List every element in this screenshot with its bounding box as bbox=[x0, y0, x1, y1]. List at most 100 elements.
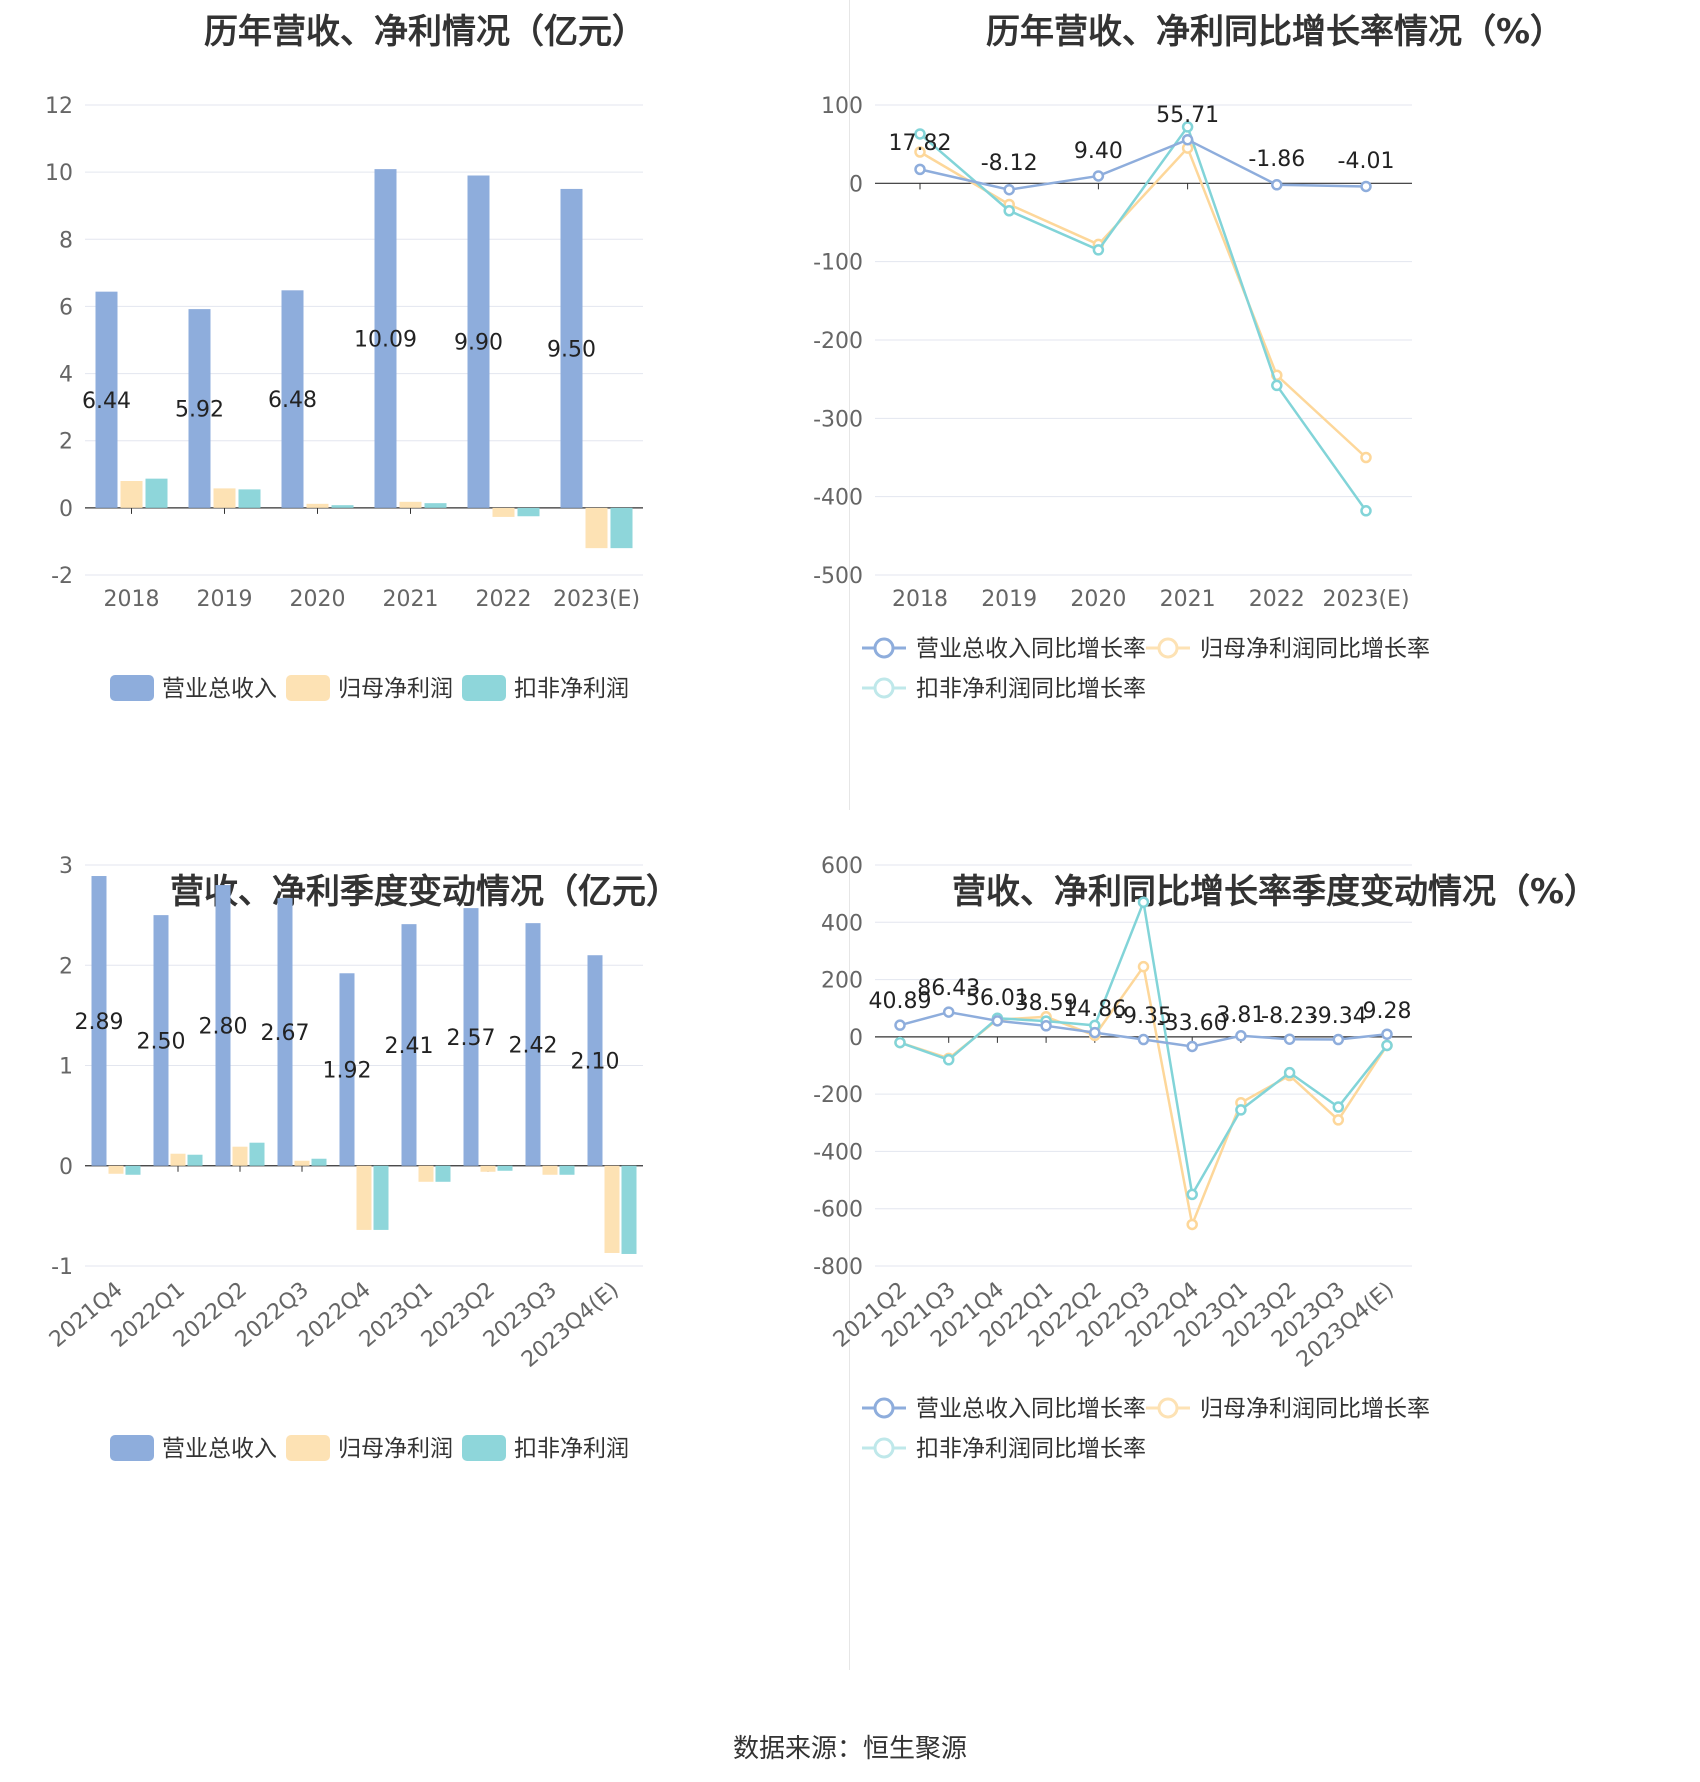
series-point bbox=[1003, 183, 1015, 196]
point-data-label: -9.35 bbox=[1115, 1004, 1172, 1029]
bar-deducted-profit bbox=[424, 503, 447, 508]
legend-label: 归母净利润同比增长率 bbox=[1200, 1396, 1430, 1422]
point-data-label: 56.01 bbox=[966, 986, 1029, 1011]
bar-data-label: 2.57 bbox=[447, 1026, 496, 1051]
y-tick-label: -100 bbox=[813, 251, 863, 276]
bar-data-label: 9.90 bbox=[454, 331, 503, 356]
annual-growth-panel: 历年营收、净利同比增长率情况（%） -500 -400 -300 -200 -100 0 1… bbox=[813, 0, 1700, 820]
legend-label: 扣非净利润同比增长率 bbox=[916, 1436, 1146, 1462]
series-point bbox=[1271, 379, 1283, 392]
y-tick-label: 0 bbox=[849, 1026, 863, 1051]
y-tick-label: 4 bbox=[59, 363, 73, 388]
series-point bbox=[1381, 1028, 1393, 1040]
bar-deducted-profit bbox=[559, 1165, 575, 1175]
legend-marker bbox=[1157, 637, 1179, 659]
series-point bbox=[914, 163, 926, 176]
bar-data-label: 6.44 bbox=[82, 389, 131, 414]
series-line bbox=[899, 897, 1388, 1199]
point-data-label: 3.81 bbox=[1216, 1003, 1265, 1028]
point-data-label: 9.28 bbox=[1363, 999, 1412, 1024]
bar-data-label: 2.42 bbox=[509, 1033, 558, 1058]
series-point bbox=[1003, 205, 1015, 217]
x-tick-label: 2023(E) bbox=[553, 587, 640, 612]
x-tick-label: 2022 bbox=[1249, 587, 1305, 612]
series-point bbox=[1381, 1039, 1393, 1052]
bar-net-profit bbox=[585, 507, 608, 549]
annual-revenue-profit-chart: -2 0 2 4 6 8 10 12 2018 2019 2020 2021 2022 2023(E) 6.… bbox=[45, 94, 643, 702]
y-tick-label: -800 bbox=[813, 1255, 863, 1280]
bar-net-profit bbox=[170, 1153, 186, 1166]
bar-deducted-profit bbox=[249, 1142, 265, 1166]
bar-revenue bbox=[587, 955, 603, 1166]
bar-revenue bbox=[153, 915, 169, 1166]
y-tick-label: 0 bbox=[849, 172, 863, 197]
point-data-label: 9.40 bbox=[1074, 139, 1123, 164]
series-point bbox=[914, 146, 926, 158]
bar-data-label: 1.92 bbox=[323, 1059, 372, 1084]
legend-marker bbox=[1157, 1397, 1179, 1419]
y-tick-label: -200 bbox=[813, 1083, 863, 1108]
point-data-label: 38.59 bbox=[1015, 991, 1078, 1016]
bar-net-profit bbox=[604, 1165, 620, 1253]
bar-net-profit bbox=[356, 1165, 372, 1230]
bar-revenue bbox=[95, 291, 118, 508]
series-line bbox=[919, 145, 1367, 459]
bar-data-label: 2.41 bbox=[385, 1034, 434, 1059]
point-data-label: 40.89 bbox=[869, 989, 932, 1014]
series-point bbox=[1186, 1218, 1198, 1231]
legend-label: 营业总收入同比增长率 bbox=[916, 636, 1146, 662]
bar-data-label: 2.89 bbox=[75, 1010, 124, 1035]
divider bbox=[849, 0, 850, 810]
series-line bbox=[919, 124, 1368, 512]
y-tick-label: -200 bbox=[813, 329, 863, 354]
point-data-label: -1.86 bbox=[1248, 147, 1305, 172]
series-point bbox=[894, 1036, 906, 1049]
y-tick-label: 6 bbox=[59, 295, 73, 320]
bar-revenue bbox=[188, 309, 211, 508]
bar-data-label: 5.92 bbox=[175, 397, 224, 422]
annual-growth-chart: -500 -400 -300 -200 -100 0 100 2018 2019 2020 2021… bbox=[813, 94, 1430, 702]
bar-net-profit bbox=[108, 1165, 124, 1174]
x-tick-label: 2020 bbox=[290, 587, 346, 612]
bar-deducted-profit bbox=[331, 505, 354, 508]
annual-revenue-profit-panel: 历年营收、净利情况（亿元） -2 0 2 4 6 8 10 12 2018 2019 2020 202… bbox=[0, 0, 850, 820]
bar-data-label: 2.10 bbox=[571, 1049, 620, 1074]
bar-deducted-profit bbox=[187, 1154, 203, 1166]
legend-marker bbox=[873, 677, 895, 699]
bar-deducted-profit bbox=[517, 507, 540, 517]
bar-net-profit bbox=[418, 1165, 434, 1182]
data-source: 数据来源：恒生聚源 bbox=[732, 1734, 967, 1764]
y-tick-label: 0 bbox=[59, 497, 73, 522]
y-tick-label: 8 bbox=[59, 228, 73, 253]
series-point bbox=[1181, 121, 1194, 133]
series-point bbox=[1271, 179, 1283, 191]
series-point bbox=[894, 1019, 906, 1031]
legend-label: 营业总收入 bbox=[162, 1436, 277, 1462]
bar-revenue bbox=[525, 923, 541, 1166]
y-tick-label: -300 bbox=[813, 407, 863, 432]
legend-marker bbox=[873, 1437, 895, 1459]
series-point bbox=[1181, 133, 1194, 146]
legend-marker bbox=[873, 637, 895, 659]
point-data-label: -8.12 bbox=[981, 151, 1038, 176]
y-tick-label: 12 bbox=[45, 94, 73, 119]
x-tick-label: 2022 bbox=[476, 587, 532, 612]
bar-revenue bbox=[91, 876, 107, 1166]
series-point bbox=[1137, 896, 1150, 908]
bar-revenue bbox=[339, 973, 355, 1166]
bar-revenue bbox=[560, 188, 583, 508]
series-point bbox=[1283, 1066, 1296, 1079]
bar-deducted-profit bbox=[145, 478, 168, 508]
legend-label: 归母净利润 bbox=[338, 1436, 453, 1462]
y-tick-label: -500 bbox=[813, 564, 863, 589]
bar-net-profit bbox=[120, 481, 143, 508]
y-tick-label: 200 bbox=[821, 969, 863, 994]
bar-net-profit bbox=[542, 1165, 558, 1175]
bar-data-label: 2.80 bbox=[199, 1014, 248, 1039]
legend-swatch bbox=[110, 675, 154, 701]
point-data-label: 86.43 bbox=[917, 976, 980, 1001]
x-tick-label: 2021 bbox=[1160, 587, 1216, 612]
legend-label: 营业总收入 bbox=[162, 676, 277, 702]
series-point bbox=[1092, 170, 1105, 182]
y-tick-label: 2 bbox=[59, 430, 73, 455]
